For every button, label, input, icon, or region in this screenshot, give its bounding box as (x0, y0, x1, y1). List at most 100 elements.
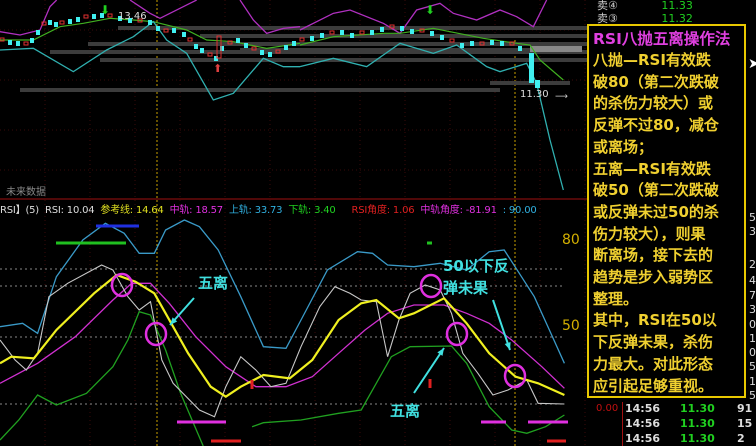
candlestick (0, 37, 5, 42)
candlestick (118, 16, 122, 21)
candlestick (430, 31, 434, 36)
candlestick (509, 41, 515, 46)
candlestick (163, 28, 169, 33)
strategy-note-box: RSI八抛五离操作法 八抛—RSI有效跌 破80（第二次跌破 的杀伤力较大）或 … (587, 24, 746, 398)
candlestick (148, 20, 152, 25)
candlestick (490, 40, 494, 45)
candlestick (128, 18, 132, 23)
candlestick (92, 14, 96, 19)
candlestick (500, 41, 504, 46)
annotation-arrow (492, 299, 511, 351)
candlestick (187, 37, 193, 42)
right-edge-number: 4 (749, 274, 756, 287)
highlight-circle (445, 321, 469, 347)
tick-divider (622, 402, 623, 446)
order-price: 11.33 (661, 0, 693, 12)
order-row-sell4: 卖④ 11.33 (597, 0, 693, 13)
candlestick (340, 30, 344, 35)
tick-volume: 91 (737, 402, 753, 415)
candlestick (227, 40, 233, 45)
candlestick (68, 19, 72, 24)
candlestick (172, 28, 176, 33)
annotation-wuli-2: 五离 (390, 402, 421, 420)
candlestick (275, 49, 281, 54)
right-edge-number: 5 (749, 360, 756, 373)
candlestick (100, 13, 104, 18)
candlestick (460, 43, 464, 48)
mouse-cursor-icon: ➤ (748, 56, 756, 72)
order-label: 卖③ (597, 12, 618, 25)
candlestick (207, 52, 213, 57)
high-price-label: 13.46 (118, 11, 147, 22)
candlestick (410, 29, 414, 34)
mid-angle-value: 中轨角度: -81.91 (420, 205, 497, 216)
note-title: RSI八抛五离操作法 (593, 30, 731, 48)
candlestick (59, 20, 65, 25)
candlestick (389, 24, 395, 29)
right-edge-number: 1 (749, 375, 756, 388)
price-gray-bars (20, 26, 590, 92)
price-level-bar (118, 26, 590, 30)
mid-rail-value: 中轨: 18.57 (169, 205, 224, 216)
tick-time: 14:56 (625, 432, 661, 445)
annotation-arrowhead (170, 317, 178, 325)
extra-value: : 90.00 (502, 205, 537, 216)
rsi-lower-rail-line (0, 310, 204, 446)
candlestick (54, 22, 58, 27)
candlestick (200, 48, 204, 53)
rsi-line (0, 273, 565, 399)
candlestick (194, 44, 198, 49)
indicator-name: RSI】(5) (0, 205, 40, 216)
buy-signal-arrow-icon: ⬆ (213, 62, 222, 75)
candlestick (419, 28, 425, 33)
candlestick (359, 30, 365, 35)
candlestick (214, 56, 218, 61)
highlight-circle (419, 273, 443, 299)
tick-row: 14:56 11.30 2 (625, 432, 745, 445)
candlestick (156, 26, 160, 31)
highlight-circle (503, 363, 527, 389)
rsi-value: RSI: 10.04 (45, 205, 95, 216)
rsi-raw-line (0, 264, 565, 418)
candlestick (41, 21, 47, 26)
highlight-circle (144, 321, 168, 347)
candlestick (370, 30, 374, 35)
tick-price: 11.30 (680, 432, 715, 445)
price-level-bar (88, 42, 590, 46)
candlestick (36, 30, 40, 35)
price-upper-band-line (239, 0, 301, 35)
tick-price: 11.30 (680, 417, 715, 430)
future-data-label: 未来数据 (6, 187, 46, 198)
right-edge-number: 5 (749, 211, 756, 224)
order-row-sell3: 卖③ 11.32 (597, 10, 693, 26)
candlestick (320, 33, 324, 38)
right-edge-number: 0 (749, 318, 756, 331)
price-upper-band-line (299, 0, 548, 35)
candlestick (284, 45, 288, 50)
candlestick (83, 14, 89, 19)
rsi-indicator-header: RSI】(5) RSI: 10.04 参考线: 14.64 中轨: 18.57 … (0, 204, 540, 218)
candlestick (30, 38, 34, 43)
right-edge-number: 7 (749, 289, 756, 302)
signal-marker (428, 379, 432, 388)
axis-label-80: 80 (562, 232, 580, 248)
candlestick (76, 17, 80, 22)
lower-rail-value: 下轨: 3.40 (288, 205, 336, 216)
candlestick (292, 41, 296, 46)
grid-lines (0, 0, 587, 446)
order-label: 卖④ (597, 0, 618, 12)
price-level-bar (200, 34, 590, 38)
candlestick (440, 35, 444, 40)
candlestick (350, 33, 354, 38)
candlestick (400, 26, 404, 31)
candlestick (220, 46, 224, 51)
price-lower-band-line (0, 20, 300, 101)
annotation-rebound-fail-1: 50以下反 (443, 257, 509, 275)
candlestick (244, 43, 248, 48)
ref-line-value: 参考线: 14.64 (100, 205, 164, 216)
candlestick (23, 41, 29, 46)
tick-row: 14:56 11.30 91 (625, 402, 752, 415)
price-level-bar (530, 46, 582, 52)
right-edge-number: 25 (749, 258, 756, 271)
price-level-bar (240, 48, 568, 52)
